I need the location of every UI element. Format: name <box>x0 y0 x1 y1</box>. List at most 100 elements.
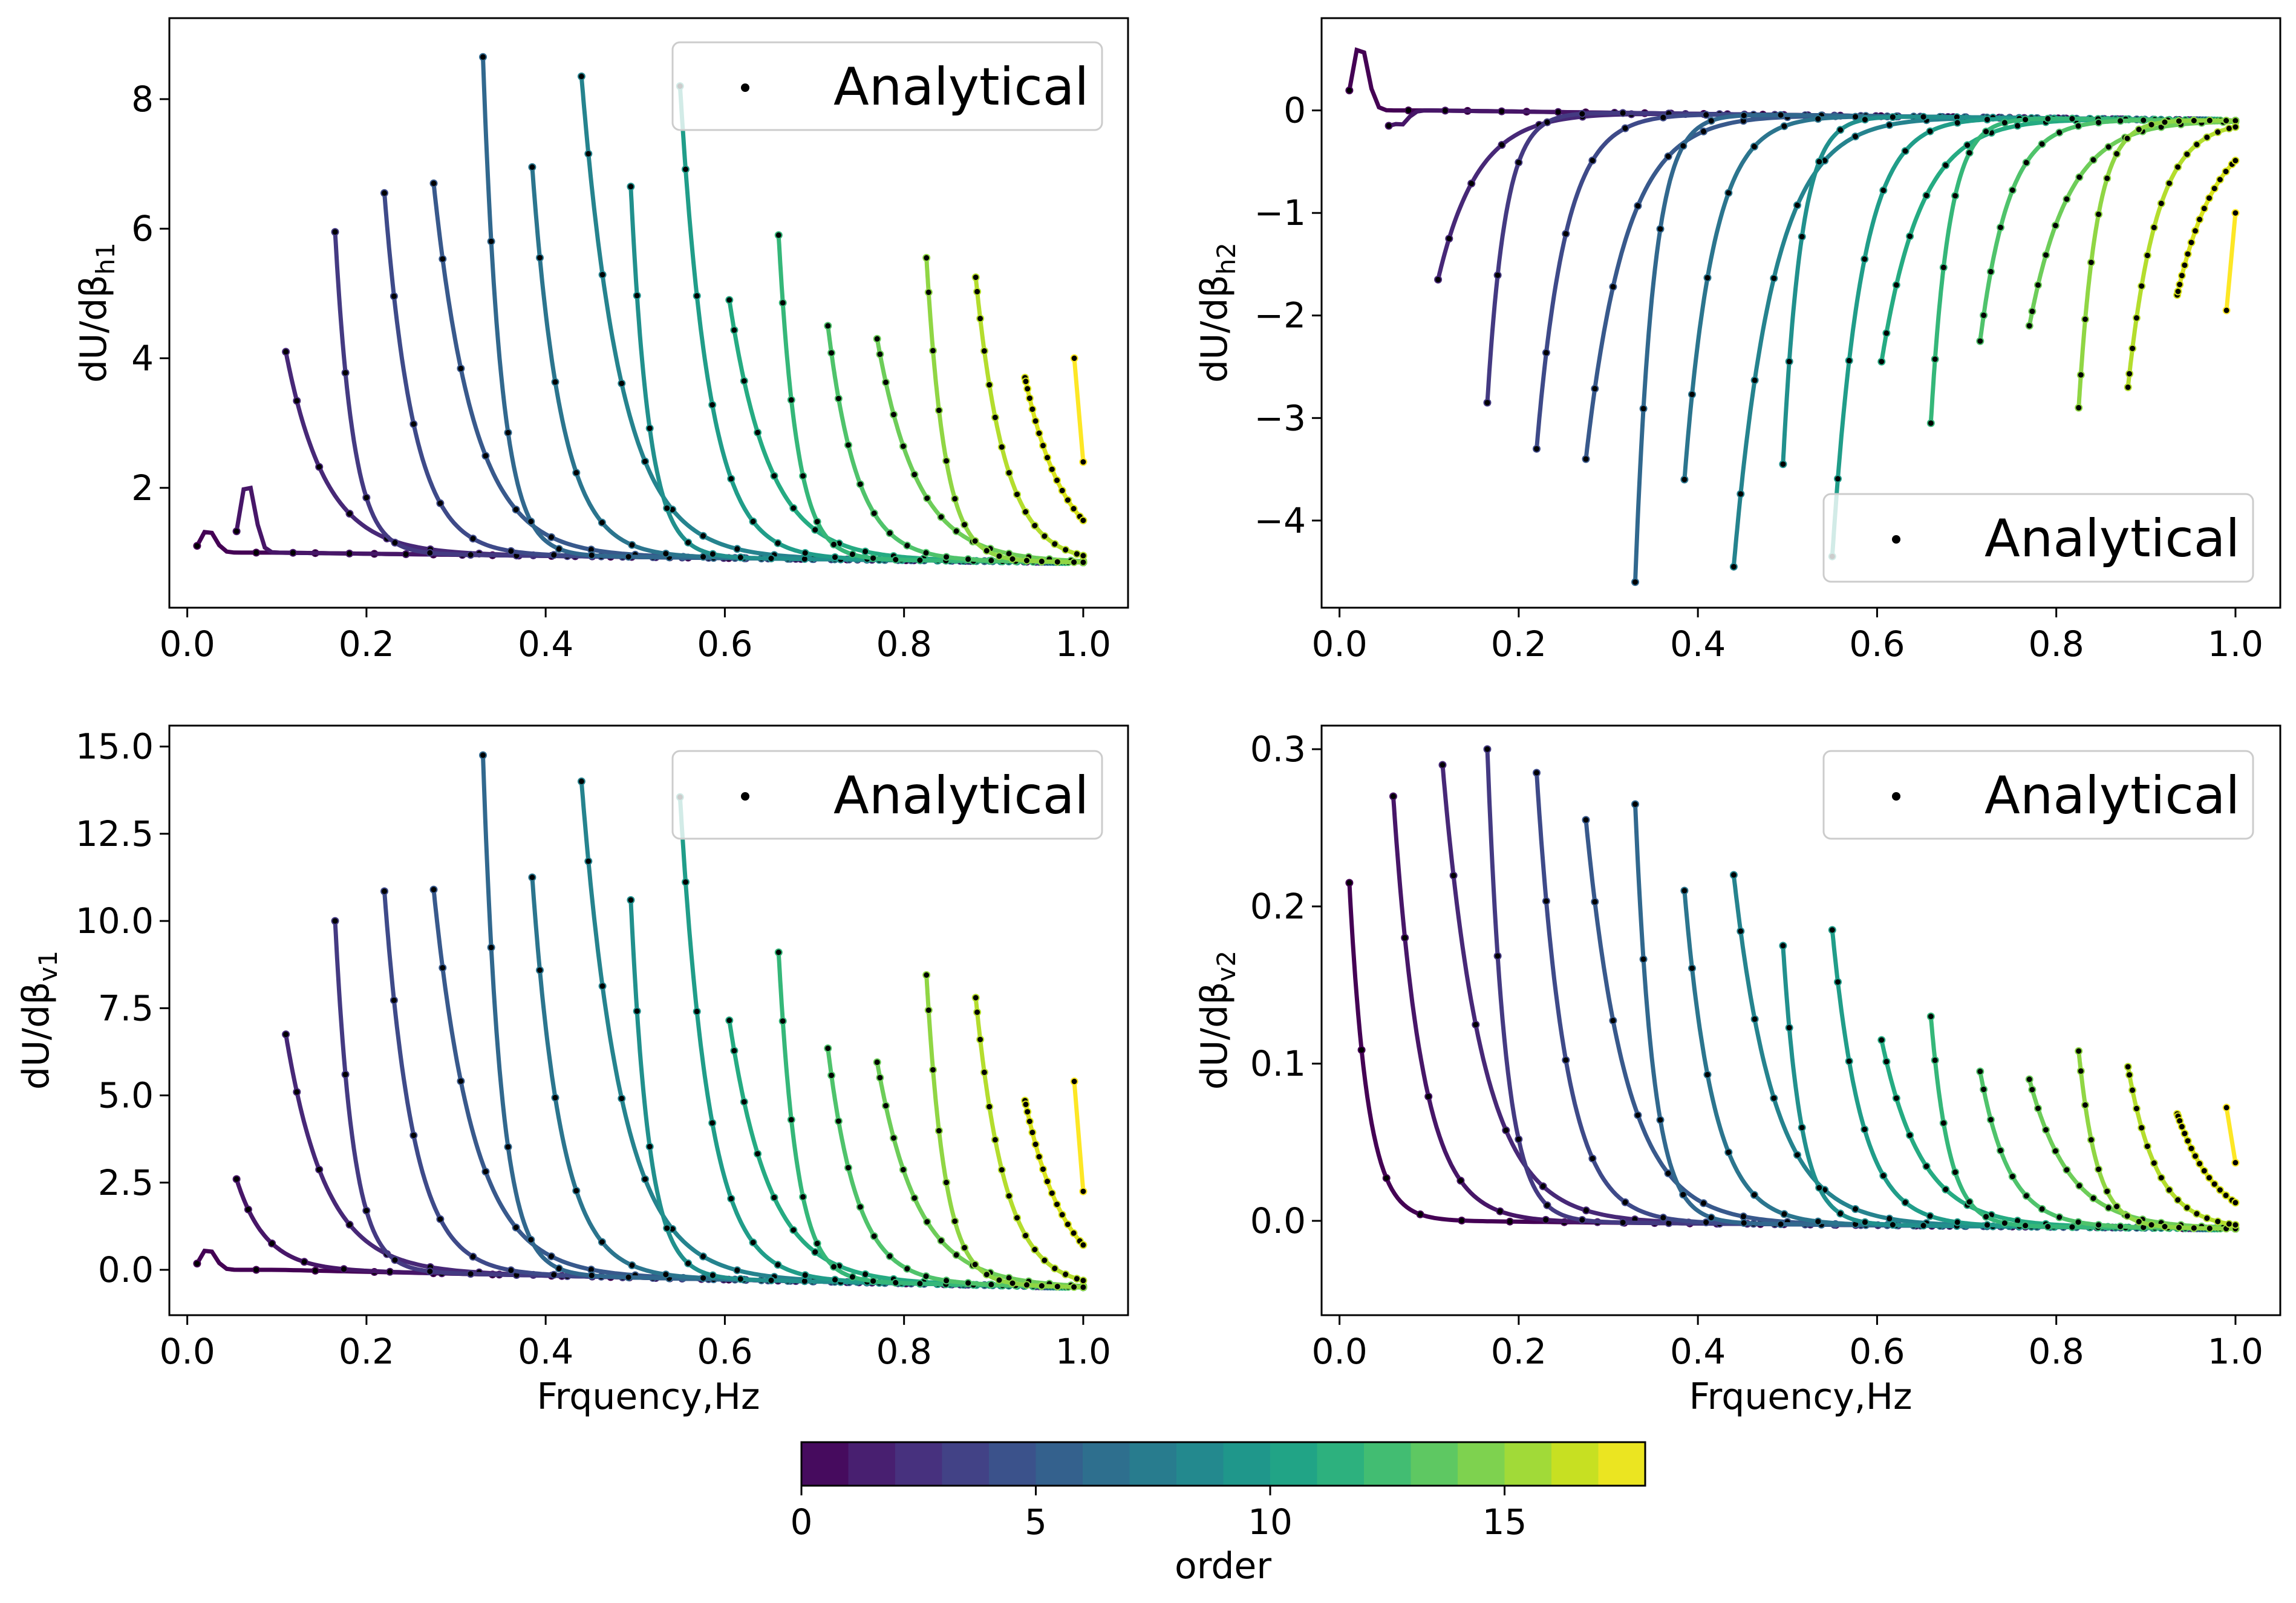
analytical-point <box>1070 354 1078 362</box>
analytical-point <box>2095 1221 2103 1229</box>
analytical-point <box>1382 1174 1391 1182</box>
analytical-point <box>1798 232 1806 241</box>
analytical-point <box>1023 556 1031 565</box>
analytical-point <box>512 1223 520 1232</box>
analytical-point <box>1740 1219 1748 1227</box>
analytical-point <box>439 964 447 972</box>
analytical-point <box>1659 113 1668 122</box>
analytical-point <box>730 326 739 334</box>
analytical-point <box>2147 1221 2156 1229</box>
series-line-order-9 <box>628 186 1083 565</box>
analytical-point <box>699 532 707 540</box>
analytical-point <box>1634 1111 1642 1119</box>
series-line-order-14 <box>875 1062 1084 1289</box>
series-line-order-14 <box>875 338 1084 564</box>
analytical-point <box>2123 134 2131 143</box>
analytical-point <box>848 1273 856 1281</box>
x-tick-label: 0.2 <box>339 1331 394 1372</box>
analytical-point <box>916 556 924 564</box>
analytical-point <box>834 1117 843 1125</box>
analytical-point <box>504 1143 512 1151</box>
analytical-point <box>1814 115 1822 123</box>
analytical-point <box>1591 897 1599 906</box>
analytical-point <box>341 1070 350 1079</box>
analytical-point <box>1035 1153 1043 1161</box>
analytical-point <box>426 548 434 557</box>
analytical-point <box>345 510 354 518</box>
analytical-point <box>481 452 490 460</box>
analytical-point <box>331 228 339 236</box>
analytical-point <box>1877 357 1886 366</box>
y-axis-label: dU/dβh2 <box>1193 242 1241 383</box>
analytical-point <box>1779 941 1787 950</box>
analytical-point <box>2174 287 2182 296</box>
analytical-point <box>587 1271 596 1279</box>
analytical-point <box>1639 955 1648 963</box>
analytical-point <box>1879 186 1888 195</box>
analytical-point <box>1031 1140 1040 1148</box>
x-tick-label: 0.8 <box>876 1331 932 1372</box>
analytical-point <box>282 1030 290 1039</box>
analytical-point <box>1729 871 1738 879</box>
y-axis-label: dU/dβv1 <box>15 951 63 1090</box>
analytical-point <box>1496 1207 1504 1215</box>
analytical-point <box>2128 344 2137 353</box>
y-tick-label: −2 <box>1254 295 1306 336</box>
analytical-point <box>1031 1246 1039 1253</box>
analytical-point <box>1836 126 1845 134</box>
analytical-point <box>1051 540 1059 548</box>
analytical-point <box>1836 1209 1845 1218</box>
x-tick-label: 0.8 <box>876 623 932 665</box>
analytical-point <box>869 554 878 562</box>
analytical-point <box>345 1220 354 1229</box>
analytical-point <box>1634 201 1642 210</box>
analytical-point <box>937 1237 945 1245</box>
analytical-point <box>942 553 951 561</box>
analytical-point <box>2187 238 2196 247</box>
x-tick-label: 1.0 <box>2208 623 2263 665</box>
analytical-point <box>774 948 783 957</box>
x-tick-label: 0.4 <box>1670 1331 1726 1372</box>
analytical-point <box>1070 1078 1078 1085</box>
analytical-point <box>876 1073 884 1082</box>
analytical-point <box>830 540 838 548</box>
series-line-order-15 <box>924 258 1083 565</box>
analytical-point <box>1022 1231 1030 1240</box>
analytical-point <box>572 1186 581 1195</box>
analytical-point <box>1005 469 1013 477</box>
analytical-point <box>645 424 654 432</box>
analytical-point <box>924 1006 933 1015</box>
series-line-order-17 <box>1023 1099 1085 1247</box>
analytical-point <box>1058 1211 1066 1219</box>
analytical-point <box>469 535 477 543</box>
analytical-point <box>1609 1016 1617 1025</box>
analytical-point <box>551 378 559 386</box>
analytical-point <box>1688 390 1696 398</box>
analytical-point <box>934 406 943 415</box>
analytical-point <box>2038 140 2046 148</box>
analytical-point <box>2042 251 2050 259</box>
analytical-point <box>1892 1094 1900 1102</box>
analytical-point <box>736 1275 745 1283</box>
analytical-point <box>910 470 919 479</box>
analytical-point <box>315 1165 324 1174</box>
analytical-point <box>2132 314 2141 322</box>
analytical-point <box>628 541 636 549</box>
series-line-order-11 <box>727 1019 1083 1290</box>
analytical-point <box>1582 816 1590 824</box>
plot-area <box>193 751 1088 1292</box>
analytical-point <box>2087 258 2095 267</box>
analytical-point <box>873 334 881 343</box>
analytical-point <box>1578 109 1587 118</box>
analytical-point <box>1619 1218 1627 1227</box>
analytical-point <box>1780 1210 1789 1218</box>
analytical-point <box>1976 1067 1985 1076</box>
analytical-point <box>1582 455 1590 463</box>
analytical-point <box>1404 106 1413 115</box>
analytical-point <box>787 1116 795 1124</box>
analytical-point <box>885 1252 894 1260</box>
x-tick-label: 0.6 <box>697 1331 752 1372</box>
panel-dudbeta-h1: 0.0 0.2 0.4 0.6 0.8 1.0 2 4 6 8 dU/dβh1 Analytica… <box>73 17 1129 665</box>
analytical-point <box>528 873 536 882</box>
analytical-point <box>390 996 398 1004</box>
